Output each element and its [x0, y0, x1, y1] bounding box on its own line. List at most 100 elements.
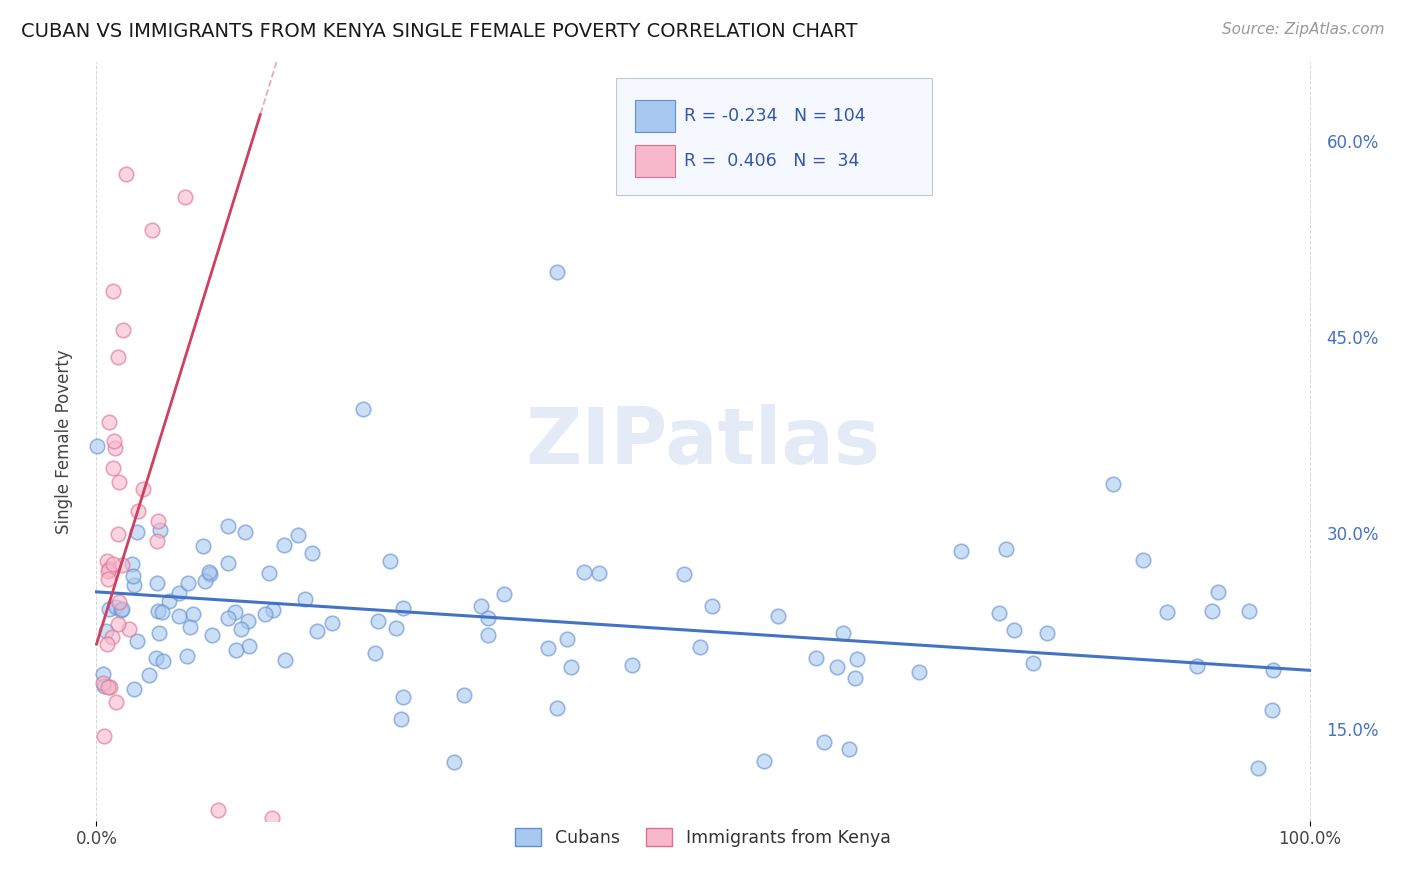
Point [141, 223, 163, 237]
Point [620, 657, 643, 672]
Point [96, 554, 118, 568]
Point [104, 695, 127, 709]
Point [813, 735, 835, 749]
Point [1261, 703, 1284, 717]
Text: R =  0.406   N =  34: R = 0.406 N = 34 [685, 152, 860, 170]
Point [988, 606, 1011, 620]
Point [949, 544, 972, 558]
Point [262, 811, 284, 825]
Point [97, 415, 120, 429]
Point [191, 539, 214, 553]
Point [181, 607, 204, 621]
Point [98, 680, 121, 694]
Point [152, 654, 174, 668]
Point [97, 681, 120, 695]
Point [125, 634, 148, 648]
Point [100, 630, 122, 644]
Point [392, 690, 415, 704]
Legend: Cubans, Immigrants from Kenya: Cubans, Immigrants from Kenya [508, 821, 898, 854]
Point [127, 504, 149, 518]
Point [97, 564, 120, 578]
FancyBboxPatch shape [636, 101, 675, 132]
Point [131, 482, 153, 496]
Point [111, 602, 134, 616]
Point [1237, 605, 1260, 619]
Point [560, 660, 582, 674]
Point [1022, 657, 1045, 671]
Point [804, 651, 827, 665]
Point [159, 593, 181, 607]
Point [111, 558, 134, 572]
Point [689, 640, 711, 655]
Point [1185, 659, 1208, 673]
Point [122, 578, 145, 592]
Point [294, 592, 316, 607]
Point [389, 712, 412, 726]
Point [91, 676, 114, 690]
Point [93, 679, 115, 693]
Point [995, 541, 1018, 556]
Point [103, 284, 125, 298]
Point [1035, 625, 1057, 640]
Point [752, 754, 775, 768]
Point [1132, 552, 1154, 566]
Point [107, 617, 129, 632]
Point [1201, 605, 1223, 619]
Point [207, 803, 229, 817]
Point [385, 621, 408, 635]
Point [673, 567, 696, 582]
Point [97, 572, 120, 586]
Point [908, 665, 931, 679]
Point [108, 595, 131, 609]
Point [86, 439, 108, 453]
Point [391, 600, 413, 615]
Point [443, 755, 465, 769]
Point [364, 646, 387, 660]
Point [176, 576, 198, 591]
Point [700, 599, 723, 614]
Point [101, 558, 124, 572]
Text: R = -0.234   N = 104: R = -0.234 N = 104 [685, 107, 866, 125]
Point [150, 605, 173, 619]
Point [367, 614, 389, 628]
Point [233, 525, 256, 540]
Text: ZIPatlas: ZIPatlas [526, 403, 880, 480]
Point [832, 626, 855, 640]
Point [97, 562, 120, 576]
Point [1102, 477, 1125, 491]
Point [146, 604, 169, 618]
Point [257, 566, 280, 580]
Point [827, 659, 849, 673]
Point [378, 554, 401, 568]
Point [114, 167, 136, 181]
Point [107, 527, 129, 541]
Point [104, 599, 127, 614]
Point [274, 653, 297, 667]
Point [477, 611, 499, 625]
Point [110, 603, 132, 617]
Point [301, 546, 323, 560]
Point [198, 565, 221, 579]
Point [766, 609, 789, 624]
Point [307, 624, 329, 638]
Point [1261, 663, 1284, 677]
Point [93, 729, 115, 743]
Point [238, 639, 260, 653]
Point [148, 626, 170, 640]
Point [174, 190, 197, 204]
Point [838, 741, 860, 756]
Point [194, 574, 217, 588]
Point [127, 524, 149, 539]
Point [122, 569, 145, 583]
Point [91, 667, 114, 681]
Point [117, 622, 139, 636]
Point [225, 643, 247, 657]
Point [145, 575, 167, 590]
Point [537, 641, 560, 656]
Point [287, 527, 309, 541]
Point [167, 585, 190, 599]
Point [1002, 623, 1025, 637]
Point [176, 648, 198, 663]
Text: CUBAN VS IMMIGRANTS FROM KENYA SINGLE FEMALE POVERTY CORRELATION CHART: CUBAN VS IMMIGRANTS FROM KENYA SINGLE FE… [21, 22, 858, 41]
Point [845, 651, 868, 665]
